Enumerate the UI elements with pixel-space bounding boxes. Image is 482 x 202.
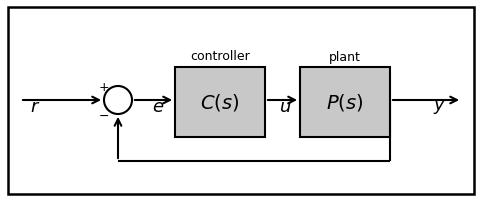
Text: −: − bbox=[99, 109, 109, 122]
Text: +: + bbox=[99, 81, 109, 94]
Text: controller: controller bbox=[190, 50, 250, 63]
Text: $r$: $r$ bbox=[30, 98, 40, 115]
Bar bbox=[175, 68, 265, 137]
Text: plant: plant bbox=[329, 50, 361, 63]
Text: $e$: $e$ bbox=[152, 98, 164, 115]
Bar bbox=[300, 68, 390, 137]
Text: $C(s)$: $C(s)$ bbox=[201, 92, 240, 113]
Text: $y$: $y$ bbox=[433, 98, 447, 115]
Circle shape bbox=[104, 87, 132, 115]
Text: $u$: $u$ bbox=[279, 98, 291, 115]
Text: $P(s)$: $P(s)$ bbox=[326, 92, 364, 113]
